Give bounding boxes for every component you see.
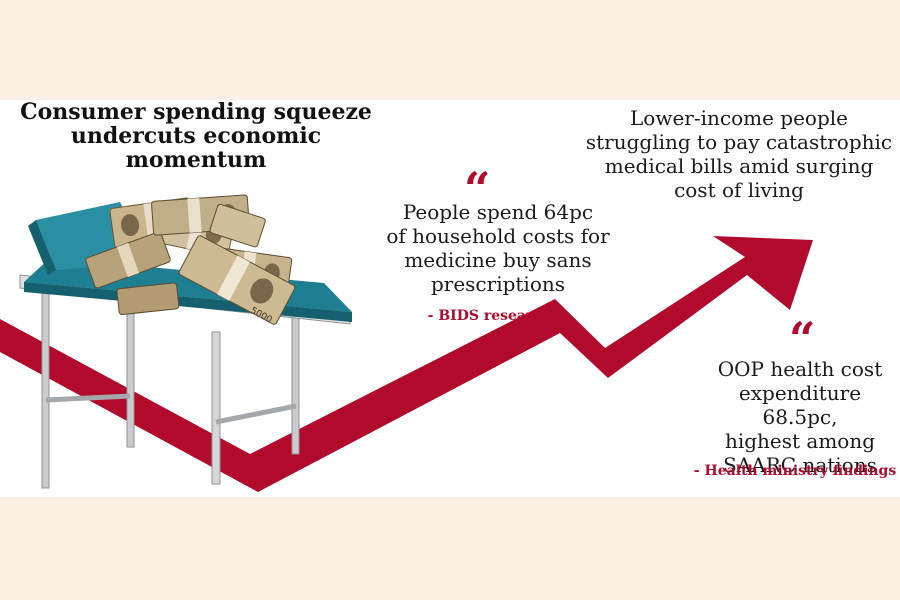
quote-1-line-1: People spend 64pc: [402, 200, 594, 224]
callout-text: Lower-income people struggling to pay ca…: [578, 106, 900, 202]
headline-line-3: momentum: [125, 147, 267, 173]
quote-2-line-2: expenditure 68.5pc,: [738, 381, 862, 429]
bottom-band: [0, 497, 900, 600]
banknote-bundles: 5000: [85, 194, 296, 326]
quote-1-text: People spend 64pc of household costs for…: [372, 200, 624, 296]
headline-line-2: undercuts economic: [70, 123, 322, 149]
callout-line-4: cost of living: [674, 178, 804, 202]
quote-2-line-1: OOP health cost: [717, 357, 883, 381]
quote-1-attribution: - BIDS researcher: [427, 308, 569, 324]
callout-line-3: medical bills amid surging: [604, 154, 874, 178]
headline: Consumer spending squeeze undercuts econ…: [0, 100, 392, 172]
quote-mark-icon: “: [464, 162, 491, 216]
callout-line-1: Lower-income people: [630, 106, 848, 130]
quote-2-line-3: highest among: [724, 429, 876, 453]
quote-1-line-4: prescriptions: [430, 272, 566, 296]
infographic-illustration: 5000: [0, 194, 813, 492]
quote-2-text: OOP health cost expenditure 68.5pc, high…: [700, 357, 900, 477]
quote-2-line-4: SAARC nations: [723, 453, 877, 477]
quote-1-line-3: medicine buy sans: [404, 248, 592, 272]
headline-line-1: Consumer spending squeeze: [20, 100, 372, 125]
quote-mark-icon: “: [789, 312, 816, 366]
quote-1-line-2: of household costs for: [386, 224, 610, 248]
top-band: [0, 0, 900, 100]
infographic-panel: 5000 Consumer spending squeeze undercuts…: [0, 100, 900, 497]
callout-line-2: struggling to pay catastrophic: [585, 130, 893, 154]
quote-2-attribution: - Health ministry findings: [693, 463, 897, 479]
